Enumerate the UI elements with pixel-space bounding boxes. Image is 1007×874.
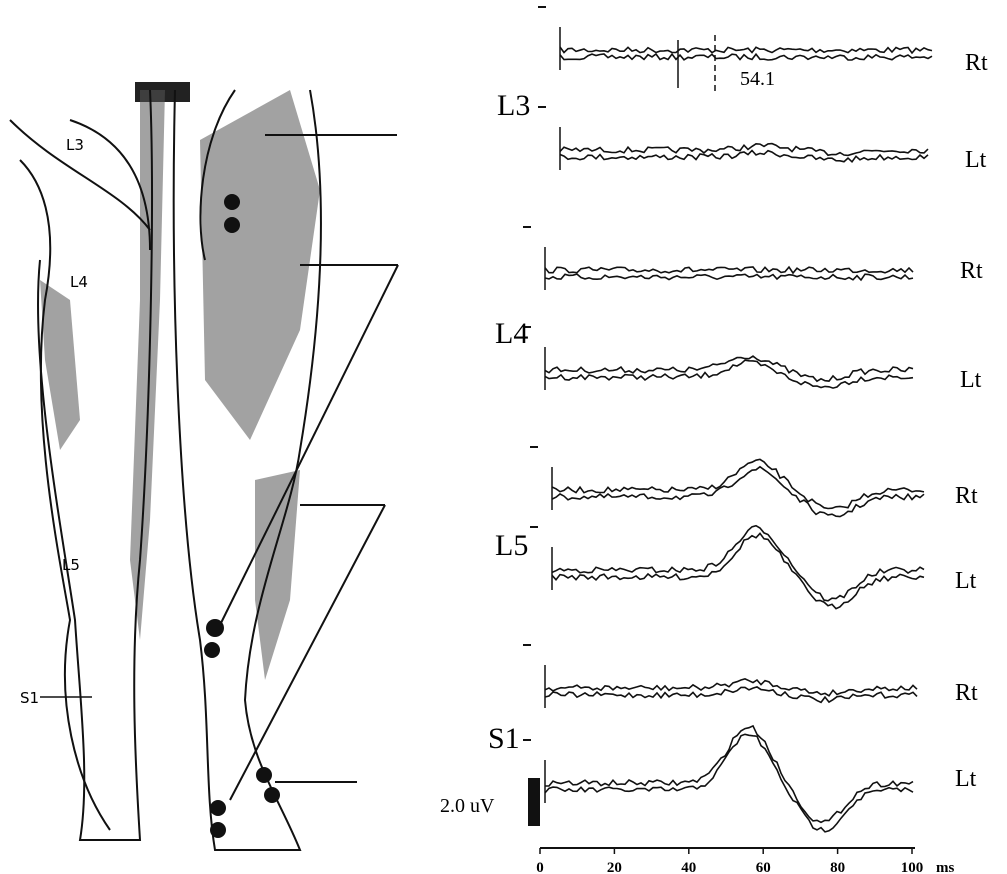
leg-diagram	[10, 82, 398, 850]
x-axis-ticks: 0 20 40 60 80 100	[536, 848, 923, 874]
trace	[545, 360, 913, 388]
side-label: Lt	[960, 367, 982, 393]
trace	[545, 267, 913, 273]
trace	[552, 467, 924, 517]
trace	[545, 679, 917, 696]
side-label: Lt	[965, 147, 987, 173]
scale-bar	[528, 778, 540, 826]
level-label: L5	[495, 529, 528, 562]
side-label: Rt	[965, 50, 988, 76]
side-label: Rt	[955, 483, 978, 509]
trace	[552, 526, 924, 601]
trace	[545, 687, 917, 703]
trace	[560, 47, 932, 53]
trace	[552, 533, 924, 608]
level-label: L4	[495, 317, 528, 350]
traces	[523, 7, 932, 832]
trace	[545, 726, 913, 822]
trace	[560, 144, 928, 156]
scale-bar-label: 2.0 uV	[440, 795, 495, 817]
trace	[545, 274, 913, 280]
tick-label: 0	[536, 860, 544, 874]
dermatome-label: L5	[62, 556, 80, 574]
latency-marker: 54.1	[740, 68, 775, 90]
side-label: Lt	[955, 568, 977, 594]
trace	[560, 54, 932, 60]
tick-label: 20	[607, 860, 622, 874]
tick-label: 40	[681, 860, 696, 874]
tick-label: 60	[756, 860, 771, 874]
side-label: Rt	[960, 258, 983, 284]
level-label: L3	[497, 89, 530, 122]
x-axis-unit: ms	[936, 860, 954, 874]
tick-label: 100	[901, 860, 924, 874]
figure: L3 L4 L5 S1 L3 L4 L5 S1 Rt Lt Rt Lt Rt L…	[0, 0, 1007, 874]
dermatome-label: S1	[20, 689, 39, 707]
side-label: Lt	[955, 766, 977, 792]
tick-label: 80	[830, 860, 845, 874]
side-label: Rt	[955, 680, 978, 706]
level-label: S1	[488, 722, 520, 755]
dermatome-label: L4	[70, 273, 88, 291]
dermatome-label: L3	[66, 136, 84, 154]
